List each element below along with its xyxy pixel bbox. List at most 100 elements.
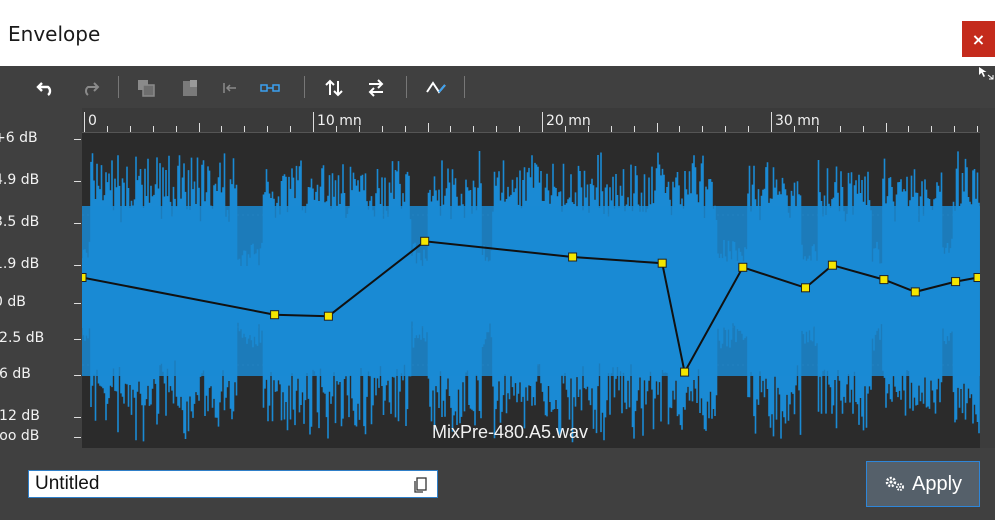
close-icon: × (971, 29, 986, 49)
ruler-label: 30 mn (775, 113, 820, 129)
redo-icon (85, 82, 100, 96)
envelope-point[interactable] (973, 273, 980, 282)
ruler-tick (129, 126, 131, 132)
link-icon (260, 84, 280, 92)
envelope-point[interactable] (910, 287, 920, 297)
toolbar-separator (464, 76, 465, 98)
ruler-tick (244, 126, 246, 132)
go-to-start-icon (223, 83, 236, 93)
ruler-label: 0 (88, 113, 97, 129)
db-scale-label: -oo dB (0, 428, 40, 444)
ruler-tick (427, 123, 429, 132)
ruler-tick (290, 126, 292, 132)
close-button[interactable]: × (962, 21, 995, 57)
ruler-tick (198, 123, 200, 132)
curve-button[interactable] (424, 76, 448, 100)
ruler-tick (84, 112, 85, 132)
envelope-point[interactable] (657, 258, 667, 268)
paste-icon (183, 80, 197, 96)
envelope-point[interactable] (270, 310, 280, 320)
ruler-tick (931, 126, 933, 132)
ruler-tick (404, 126, 406, 132)
link-button[interactable] (258, 76, 282, 100)
db-scale-tick (74, 417, 81, 418)
redo-button[interactable] (78, 76, 102, 100)
vertical-zoom-strip[interactable] (980, 108, 995, 448)
ruler-tick (335, 126, 337, 132)
flip-vertical-button[interactable] (322, 76, 346, 100)
ruler-tick (473, 126, 475, 132)
db-scale-label: 0 dB (0, 294, 26, 310)
envelope-point[interactable] (801, 283, 810, 293)
ruler-tick (725, 126, 727, 132)
ruler-tick (839, 126, 841, 132)
paste-button[interactable] (178, 76, 202, 100)
ruler-tick (908, 126, 910, 132)
toolbar-separator (118, 76, 119, 98)
envelope-point[interactable] (879, 275, 889, 285)
copy-button[interactable] (134, 76, 158, 100)
envelope-point[interactable] (420, 236, 430, 246)
envelope-point[interactable] (323, 311, 333, 321)
undo-button[interactable] (34, 76, 58, 100)
ruler-tick (656, 123, 658, 132)
presets-icon[interactable] (413, 475, 429, 493)
ruler-tick (633, 126, 635, 132)
db-scale-tick (74, 437, 81, 438)
apply-label: Apply (911, 472, 963, 495)
envelope-point[interactable] (738, 262, 748, 272)
ruler-tick (610, 126, 612, 132)
toolbar-separator (406, 76, 407, 98)
envelope-point[interactable] (827, 260, 837, 270)
db-scale: +6 dB 4.9 dB 3.5 dB 1.9 dB 0 dB -2.5 dB -6 dB -… (0, 108, 81, 448)
toolbar (0, 66, 995, 108)
ruler-tick (862, 126, 864, 132)
waveform-envelope-editor[interactable]: MixPre-480.A5.wav (82, 133, 980, 448)
copy-icon (138, 80, 155, 97)
ruler-tick (564, 126, 566, 132)
db-scale-tick (74, 139, 81, 140)
ruler-tick (221, 126, 223, 132)
preset-name-input[interactable] (35, 471, 405, 497)
ruler-tick (152, 126, 154, 132)
ruler-tick (954, 126, 956, 132)
db-scale-tick (74, 265, 81, 266)
preset-name-field[interactable] (28, 470, 438, 498)
ruler-tick (106, 126, 108, 132)
resize-cursor-icon (979, 67, 994, 80)
db-scale-tick (74, 375, 81, 376)
audio-file-name: MixPre-480.A5.wav (432, 422, 589, 442)
ruler-tick (175, 126, 177, 132)
apply-button[interactable]: Apply (866, 461, 980, 507)
ruler-tick (793, 126, 795, 132)
ruler-tick (313, 112, 314, 132)
go-to-start-button[interactable] (218, 76, 242, 100)
db-scale-tick (74, 223, 81, 224)
ruler-tick (748, 126, 750, 132)
envelope-point[interactable] (568, 252, 578, 262)
swap-button[interactable] (364, 76, 388, 100)
ruler-tick (885, 123, 887, 132)
time-ruler[interactable]: 0 10 mn 20 mn 30 mn (82, 108, 980, 133)
ruler-tick (587, 126, 589, 132)
db-scale-label: 1.9 dB (0, 256, 40, 272)
window-title: Envelope (8, 22, 101, 46)
ruler-tick (519, 126, 521, 132)
ruler-tick (450, 126, 452, 132)
ruler-tick (496, 126, 498, 132)
envelope-line (82, 240, 979, 375)
ruler-tick (816, 126, 818, 132)
envelope-point[interactable] (680, 367, 690, 377)
db-scale-label: 4.9 dB (0, 172, 40, 188)
ruler-label: 10 mn (317, 113, 362, 129)
flip-vertical-icon (325, 79, 343, 97)
ruler-tick (358, 126, 360, 132)
db-scale-label: -2.5 dB (0, 330, 45, 346)
envelope-point[interactable] (82, 273, 87, 282)
ruler-tick (381, 126, 383, 132)
envelope-point[interactable] (951, 277, 961, 287)
curve-icon (426, 81, 446, 94)
ruler-tick (977, 126, 979, 132)
db-scale-tick (74, 303, 81, 304)
db-scale-label: +6 dB (0, 130, 38, 146)
